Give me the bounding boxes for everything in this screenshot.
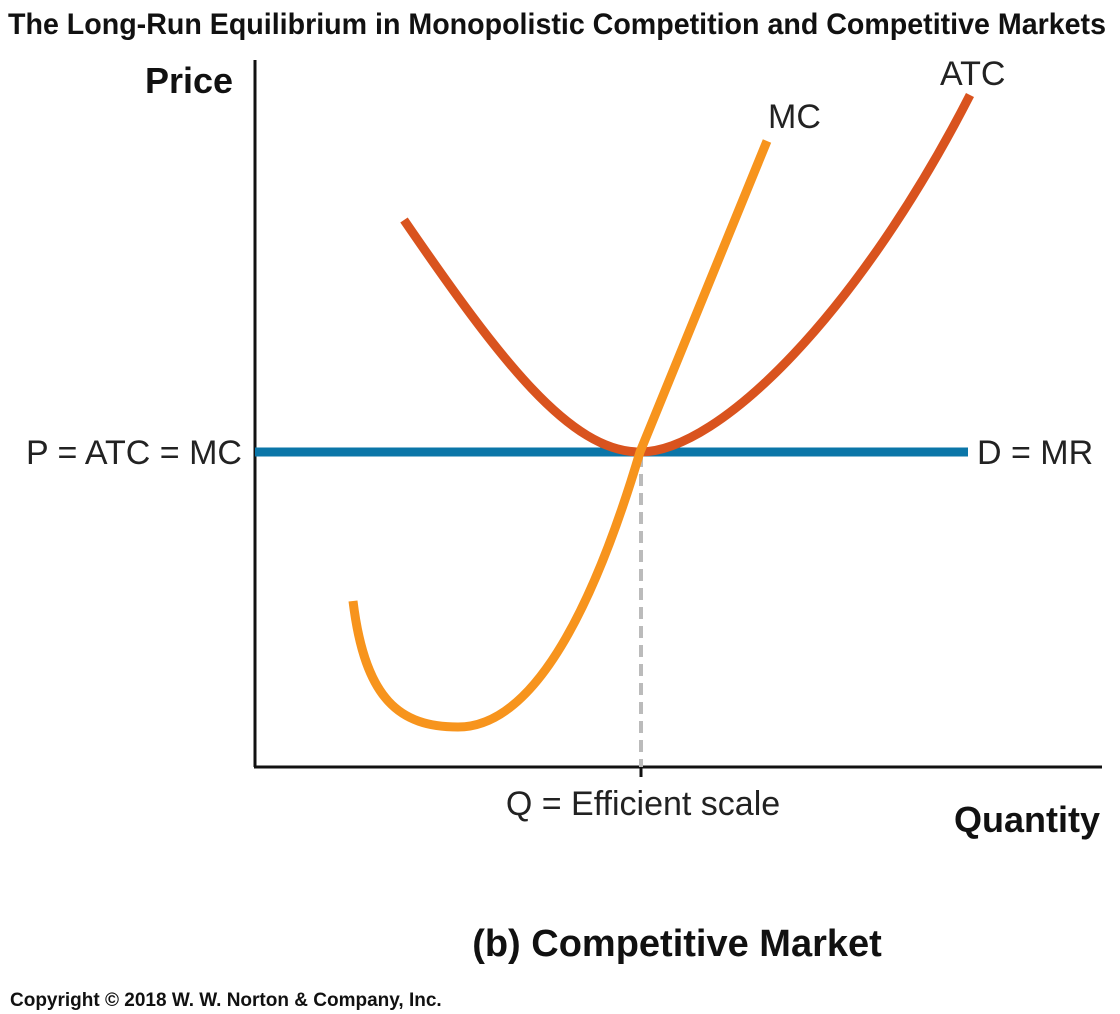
atc-label: ATC	[940, 55, 1005, 93]
figure-title: The Long-Run Equilibrium in Monopolistic…	[8, 8, 1106, 41]
x-axis-label: Quantity	[954, 799, 1100, 840]
demand-mr-label: D = MR	[977, 434, 1093, 472]
atc-curve	[400, 92, 975, 457]
mc-curve	[348, 139, 772, 732]
equilibrium-price-label: P = ATC = MC	[26, 434, 242, 472]
mc-label: MC	[768, 98, 821, 136]
panel-label: (b) Competitive Market	[472, 923, 882, 965]
equilibrium-quantity-label: Q = Efficient scale	[506, 785, 780, 823]
copyright-notice: Copyright © 2018 W. W. Norton & Company,…	[10, 990, 442, 1011]
y-axis-label: Price	[145, 60, 233, 101]
